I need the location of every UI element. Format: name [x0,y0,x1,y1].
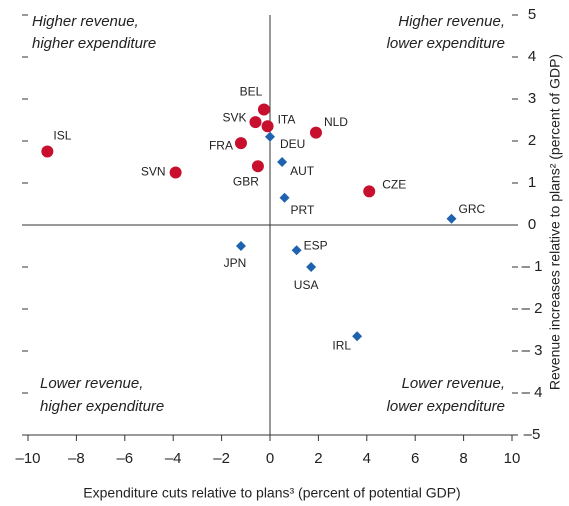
annotation: Higher revenue, [32,13,139,30]
x-axis-label: Expenditure cuts relative to plans³ (per… [83,485,460,501]
y-tick-label: – 4 [522,384,543,401]
point [363,185,376,198]
point [265,131,275,142]
point-label: IRL [332,338,351,352]
point-label: SVN [141,165,166,179]
point [261,120,274,133]
point [41,145,54,158]
x-tick-label: 4 [363,450,371,467]
point [306,262,317,272]
x-tick-label: 8 [459,450,467,467]
point [234,137,247,150]
annotation: higher expenditure [32,35,156,52]
annotation: lower expenditure [387,35,505,52]
y-tick-label: 0 [528,216,536,233]
point-label: ISL [53,129,71,143]
point-label: BEL [240,85,263,99]
point-label: CZE [382,178,406,192]
point [309,126,322,139]
x-tick-label: 0 [266,450,274,467]
y-tick-label: – 2 [522,300,543,317]
point-label: SVK [222,110,246,124]
y-tick-label: 5 [528,6,536,23]
annotation: Higher revenue, [398,13,505,30]
point [352,331,363,342]
point-label: AUT [290,164,315,178]
x-tick-label: –10 [15,450,40,467]
annotation: Lower revenue, [40,375,143,392]
point [251,160,264,173]
point-label: DEU [280,137,305,151]
point [249,116,262,129]
point [279,192,290,203]
point-label: GRC [459,202,486,216]
annotation: Lower revenue, [402,375,505,392]
annotation: higher expenditure [40,398,164,415]
point [169,166,182,179]
y-tick-label: –5 [524,426,541,443]
y-tick-label: – 3 [522,342,543,359]
y-axis-label: Revenue increases relative to plans² (pe… [547,54,563,390]
x-tick-label: –2 [213,450,230,467]
x-tick-label: –4 [165,450,182,467]
x-tick-label: 2 [314,450,322,467]
y-tick-label: 4 [528,48,536,65]
point [446,213,457,224]
point [277,157,288,167]
point-label: ITA [278,112,296,126]
x-tick-label: 10 [504,450,521,467]
point-label: NLD [324,115,348,129]
point [257,103,270,116]
point-label: USA [294,278,319,292]
y-tick-label: 3 [528,90,536,107]
x-tick-label: –6 [116,450,133,467]
point-label: FRA [209,138,233,152]
point-label: GBR [233,174,259,188]
point-label: PRT [291,203,315,217]
y-tick-label: 2 [528,132,536,149]
point [235,241,246,251]
x-tick-label: 6 [411,450,419,467]
y-tick-label: – 1 [522,258,543,275]
annotation: lower expenditure [387,398,505,415]
point-label: JPN [224,256,247,270]
y-tick-label: 1 [528,174,536,191]
x-tick-label: –8 [68,450,85,467]
point [291,245,302,256]
point-label: ESP [304,238,328,252]
